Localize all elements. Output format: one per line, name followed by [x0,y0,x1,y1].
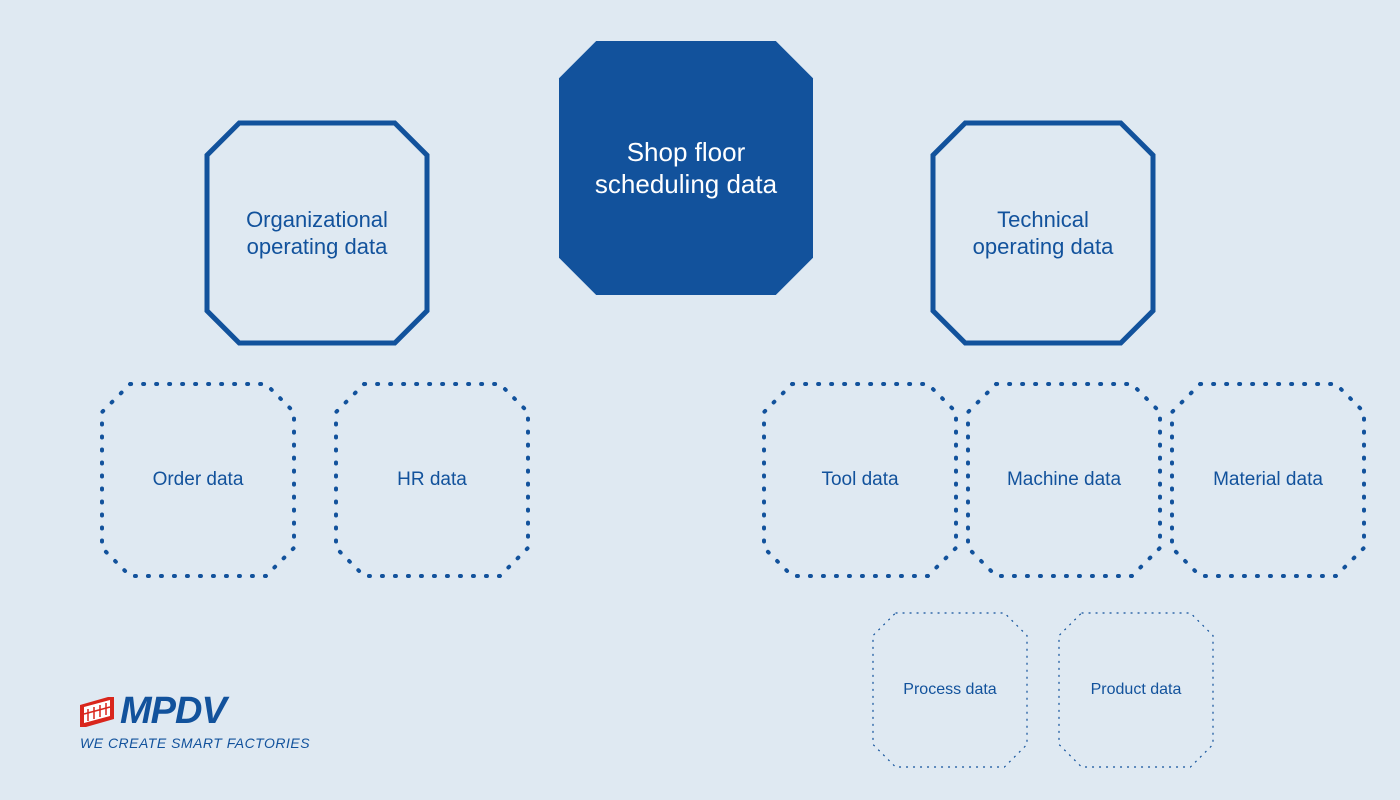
node-org: Organizational operating data [202,118,432,348]
node-process: Process data [870,610,1030,770]
node-machine: Machine data [964,380,1164,580]
node-tool-label: Tool data [811,468,908,492]
diagram-canvas: Shop floor scheduling data Organizational… [0,0,1400,800]
node-material-label: Material data [1203,468,1333,492]
node-material: Material data [1168,380,1368,580]
node-process-label: Process data [893,680,1006,700]
node-tech: Technical operating data [928,118,1158,348]
node-hr: HR data [332,380,532,580]
logo-mark-icon [80,697,114,727]
logo-brand-text: MPDV [120,690,226,733]
node-order: Order data [98,380,298,580]
node-product-label: Product data [1081,680,1192,700]
node-tech-label: Technical operating data [963,206,1124,261]
node-machine-label: Machine data [997,468,1131,492]
node-org-label: Organizational operating data [236,206,398,261]
node-order-label: Order data [143,468,254,492]
node-product: Product data [1056,610,1216,770]
node-hr-label: HR data [387,468,477,492]
node-root: Shop floor scheduling data [556,38,816,298]
node-tool: Tool data [760,380,960,580]
node-root-label: Shop floor scheduling data [585,136,787,201]
brand-logo: MPDV WE CREATE SMART FACTORIES [80,690,310,751]
logo-tagline: WE CREATE SMART FACTORIES [80,735,310,751]
